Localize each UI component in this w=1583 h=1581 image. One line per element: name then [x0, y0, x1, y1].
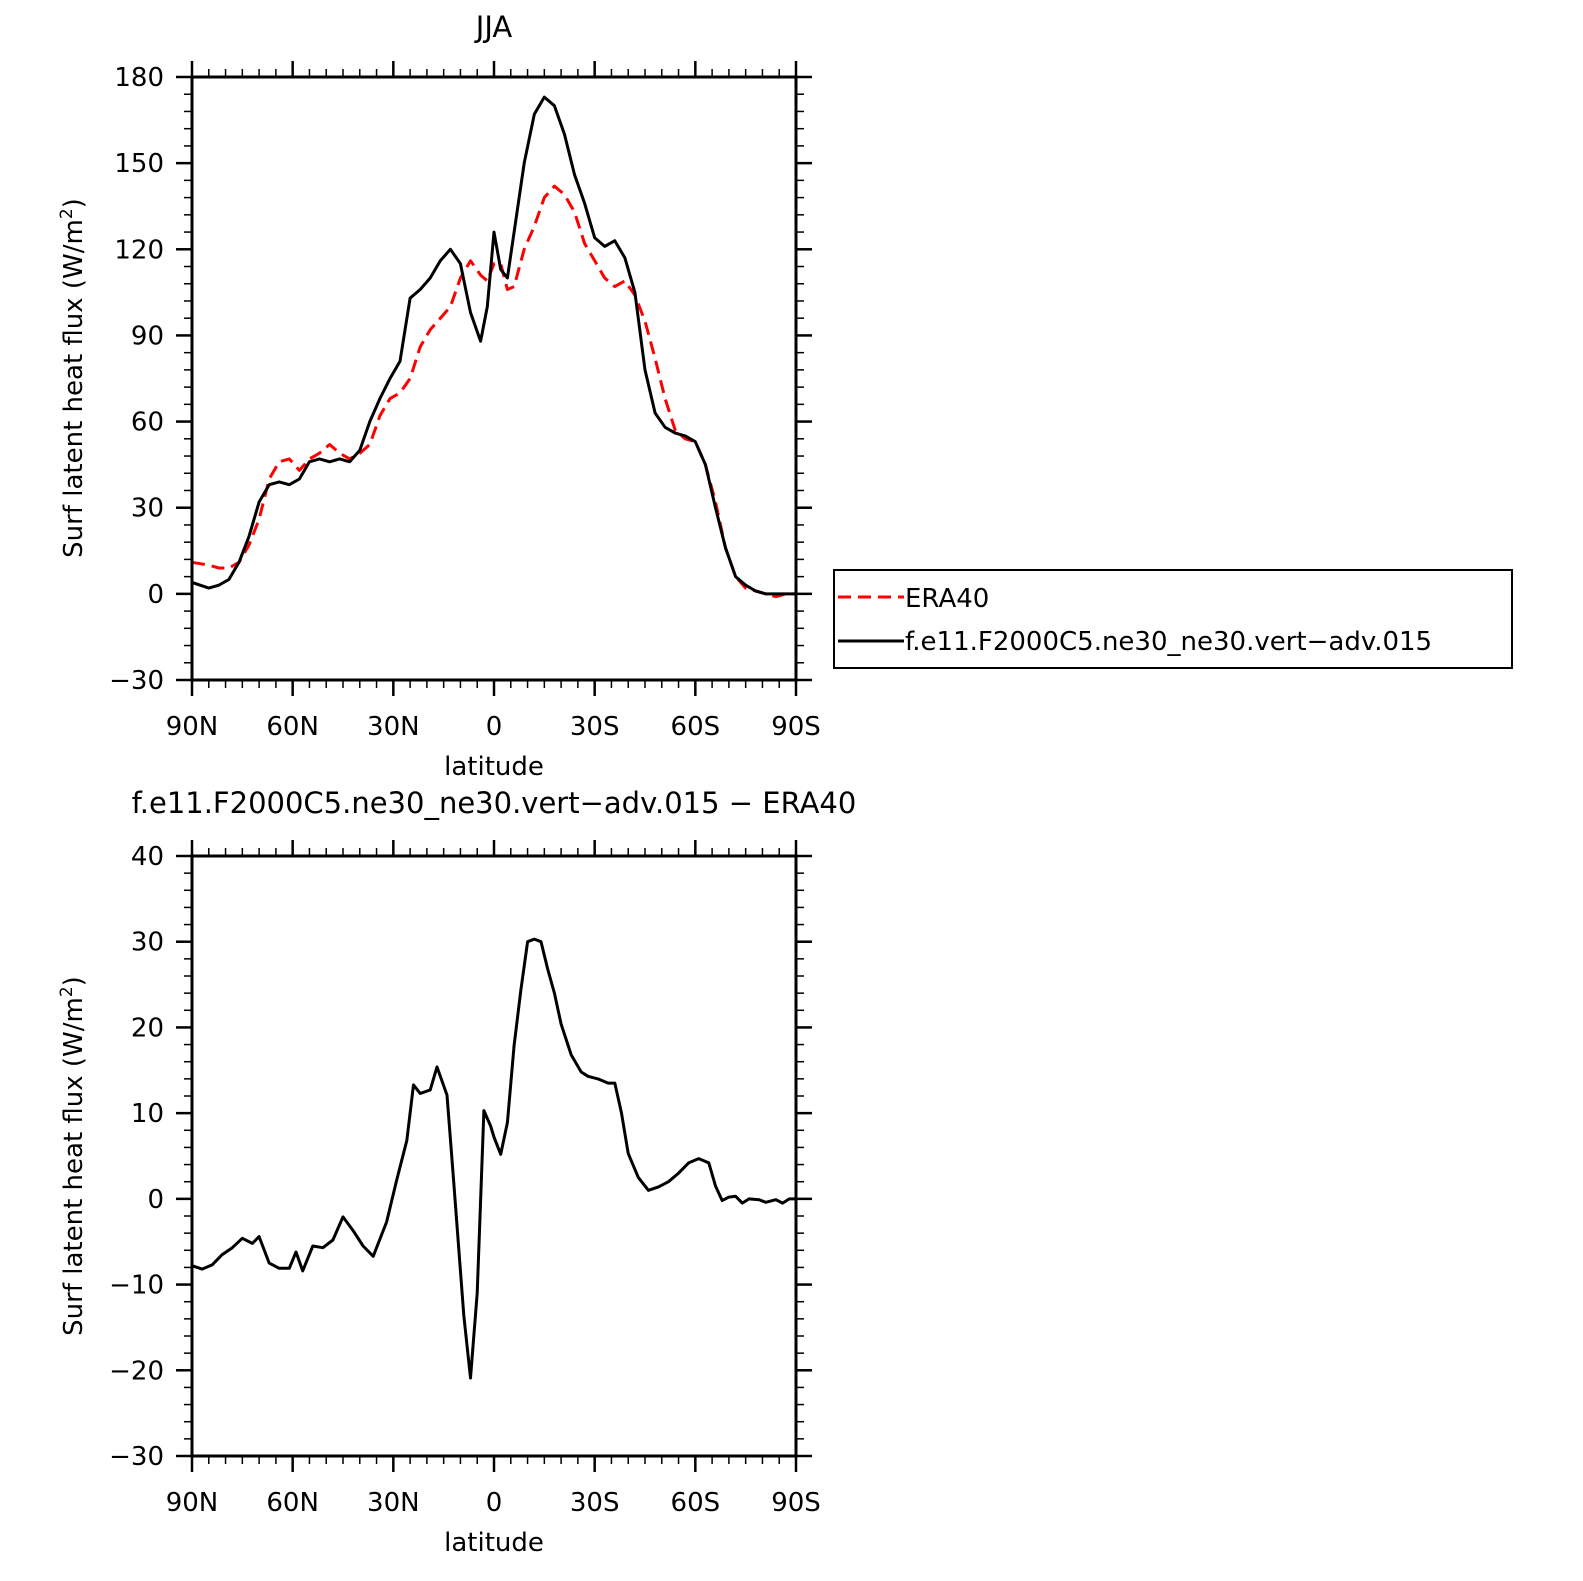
- bottom-x-tick-labels: 90N 60N 30N 0 30S 60S 90S: [166, 1488, 821, 1518]
- top-plot-frame: [190, 75, 798, 682]
- bottom-y-tick-labels: −30 −20 −10 0 10 20 30 40: [109, 842, 164, 1472]
- x-tick-label: 30S: [570, 712, 620, 742]
- y-tick-label: 0: [147, 1185, 164, 1215]
- y-tick-label: −10: [109, 1271, 164, 1301]
- top-x-tick-labels: 90N 60N 30N 0 30S 60S 90S: [166, 712, 821, 742]
- legend-box: [833, 569, 1513, 669]
- y-tick-label: 60: [131, 408, 164, 438]
- top-chart-title: JJA: [474, 10, 513, 44]
- era40-series-line: [191, 184, 796, 599]
- x-tick-label: 60S: [671, 1488, 721, 1518]
- model-series-line: [191, 95, 796, 596]
- y-tick-label: −30: [109, 666, 164, 696]
- bottom-panel: f.e11.F2000C5.ne30_ne30.vert−adv.015 − E…: [57, 786, 856, 1558]
- y-tick-label: 40: [131, 842, 164, 872]
- y-tick-label: 0: [147, 580, 164, 610]
- x-tick-label: 0: [486, 712, 503, 742]
- y-tick-label: 90: [131, 321, 164, 351]
- y-tick-label: 30: [131, 494, 164, 524]
- y-tick-label: −30: [109, 1442, 164, 1472]
- legend-label-model: f.e11.F2000C5.ne30_ne30.vert−adv.015: [905, 627, 1432, 657]
- x-tick-label: 90S: [771, 1488, 821, 1518]
- y-tick-label: 20: [131, 1013, 164, 1043]
- x-tick-label: 30S: [570, 1488, 620, 1518]
- y-tick-label: 120: [114, 235, 164, 265]
- bottom-chart-title: f.e11.F2000C5.ne30_ne30.vert−adv.015 − E…: [132, 786, 857, 820]
- bottom-axis-ticks: [176, 840, 812, 1472]
- bottom-series: [191, 937, 796, 1380]
- legend-label-era40: ERA40: [905, 584, 989, 614]
- top-y-axis-title: Surf latent heat flux (W/m2): [57, 198, 89, 558]
- x-tick-label: 90S: [771, 712, 821, 742]
- y-tick-label: 10: [131, 1099, 164, 1129]
- top-y-tick-labels: −30 0 30 60 90 120 150 180: [109, 63, 164, 696]
- top-panel: JJA −30 0 30 60 90 120 150 180 90N 60N 30N 0 30S 60S…: [57, 10, 1513, 782]
- x-tick-label: 90N: [166, 1488, 219, 1518]
- x-tick-label: 60S: [671, 712, 721, 742]
- x-tick-label: 90N: [166, 712, 219, 742]
- x-tick-label: 0: [486, 1488, 503, 1518]
- x-tick-label: 60N: [266, 712, 319, 742]
- bottom-y-axis-title: Surf latent heat flux (W/m2): [57, 976, 89, 1336]
- x-tick-label: 30N: [367, 1488, 420, 1518]
- y-tick-label: −20: [109, 1356, 164, 1386]
- difference-series-line: [191, 937, 796, 1380]
- bottom-x-axis-title: latitude: [444, 1528, 544, 1558]
- x-tick-label: 60N: [266, 1488, 319, 1518]
- y-tick-label: 150: [114, 149, 164, 179]
- top-x-axis-title: latitude: [444, 752, 544, 782]
- bottom-plot-frame: [190, 854, 798, 1458]
- top-axis-ticks: [176, 61, 812, 696]
- top-series: [191, 95, 796, 599]
- y-tick-label: 30: [131, 928, 164, 958]
- legend: ERA40 f.e11.F2000C5.ne30_ne30.vert−adv.0…: [833, 569, 1513, 669]
- x-tick-label: 30N: [367, 712, 420, 742]
- y-tick-label: 180: [114, 63, 164, 93]
